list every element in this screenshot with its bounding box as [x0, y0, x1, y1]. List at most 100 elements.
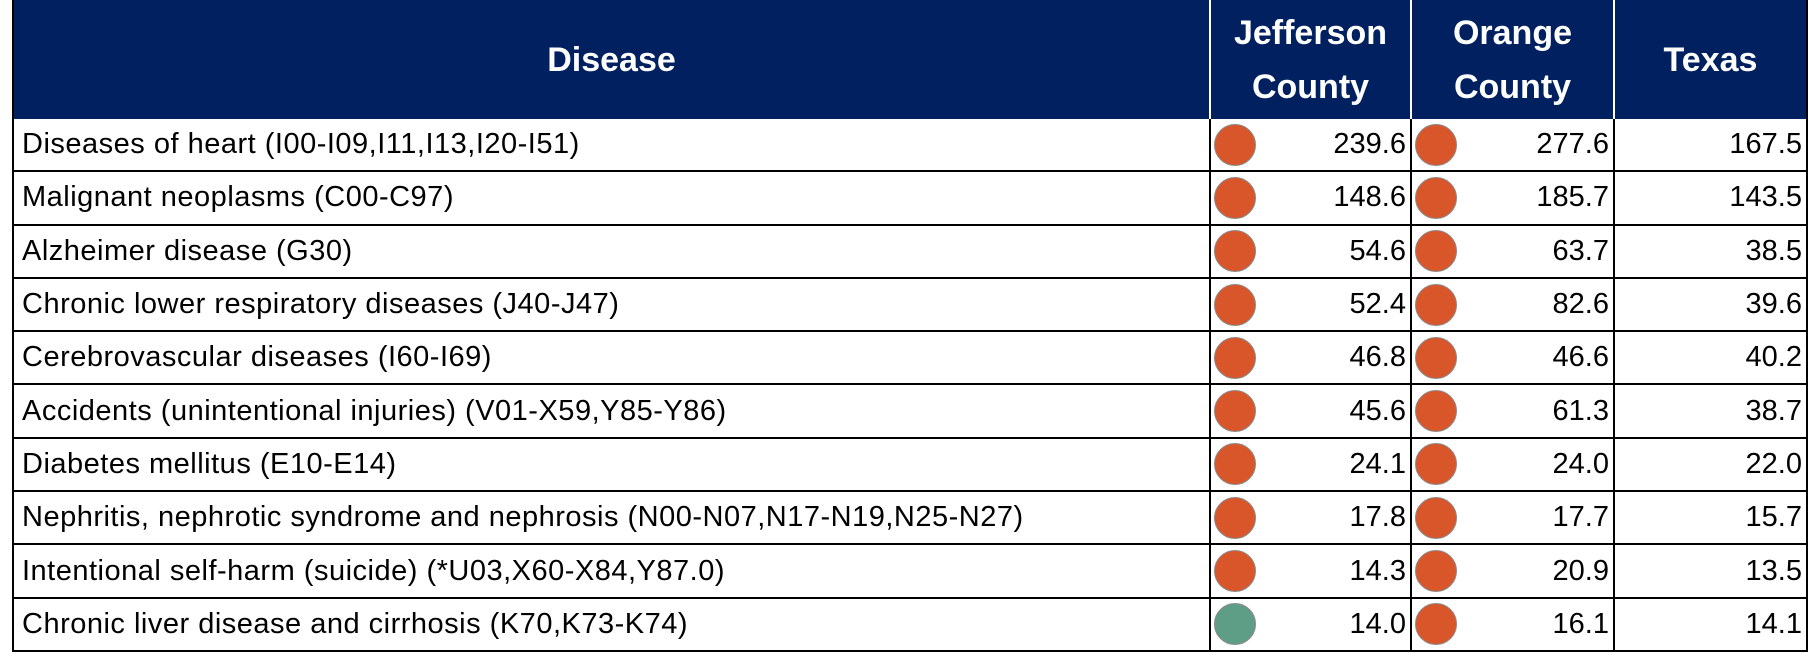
value-text: 14.0	[1349, 607, 1406, 640]
indicator-dot	[1214, 443, 1256, 486]
value-cell: 39.6	[1613, 278, 1806, 331]
indicator-dot	[1415, 603, 1457, 646]
value-cell: 277.6	[1410, 119, 1613, 171]
value-cell: 82.6	[1410, 278, 1613, 331]
value-cell: 20.9	[1410, 545, 1613, 597]
table-row: Intentional self-harm (suicide) (*U03,X6…	[14, 545, 1806, 599]
value-cell: 14.3	[1209, 545, 1410, 597]
value-cell: 14.0	[1209, 598, 1410, 650]
table-row: Chronic lower respiratory diseases (J40-…	[14, 278, 1806, 333]
table-row: Nephritis, nephrotic syndrome and nephro…	[14, 492, 1806, 546]
indicator-dot	[1214, 123, 1256, 166]
header-cell: Jefferson County	[1209, 0, 1410, 119]
disease-cell: Diseases of heart (I00-I09,I11,I13,I20-I…	[22, 128, 580, 161]
indicator-dot	[1415, 230, 1457, 273]
value-text: 63.7	[1552, 234, 1609, 267]
value-cell: 13.5	[1613, 545, 1806, 597]
indicator-dot	[1214, 390, 1256, 433]
value-cell: 185.7	[1410, 172, 1613, 224]
value-text: 148.6	[1333, 181, 1406, 214]
indicator-dot	[1415, 176, 1457, 219]
value-text: 39.6	[1745, 288, 1802, 321]
value-text: 52.4	[1349, 288, 1406, 321]
value-text: 24.0	[1552, 447, 1609, 480]
header-cell: Texas	[1613, 0, 1806, 119]
value-text: 17.8	[1349, 501, 1406, 534]
value-text: 14.3	[1349, 554, 1406, 587]
value-cell: 24.0	[1410, 438, 1613, 491]
indicator-dot	[1214, 550, 1256, 593]
value-cell: 45.6	[1209, 385, 1410, 437]
value-cell: 24.1	[1209, 438, 1410, 491]
disease-cell: Intentional self-harm (suicide) (*U03,X6…	[22, 554, 725, 587]
value-text: 38.5	[1745, 234, 1802, 267]
value-cell: 63.7	[1410, 225, 1613, 277]
value-cell: 15.7	[1613, 492, 1806, 544]
value-text: 22.0	[1745, 447, 1802, 480]
value-text: 185.7	[1536, 181, 1609, 214]
indicator-dot	[1214, 496, 1256, 539]
indicator-dot	[1415, 336, 1457, 379]
disease-cell: Diabetes mellitus (E10-E14)	[22, 447, 397, 480]
table-row: Diseases of heart (I00-I09,I11,I13,I20-I…	[14, 119, 1806, 173]
value-text: 82.6	[1552, 288, 1609, 321]
value-text: 277.6	[1536, 128, 1609, 161]
value-cell: 143.5	[1613, 172, 1806, 224]
disease-cell: Alzheimer disease (G30)	[22, 234, 353, 267]
table-row: Malignant neoplasms (C00-C97) 148.6 185.7 1…	[14, 172, 1806, 226]
header-cell: Orange County	[1410, 0, 1613, 119]
value-cell: 38.7	[1613, 385, 1806, 437]
indicator-dot	[1214, 230, 1256, 273]
value-cell: 52.4	[1209, 278, 1410, 331]
indicator-dot	[1415, 123, 1457, 166]
table-row: Accidents (unintentional injuries) (V01-…	[14, 385, 1806, 439]
disease-cell: Chronic lower respiratory diseases (J40-…	[22, 288, 620, 321]
value-text: 17.7	[1552, 501, 1609, 534]
mortality-table: Disease Jefferson County Orange County T…	[12, 0, 1808, 652]
value-text: 14.1	[1745, 607, 1802, 640]
header-cell: Disease	[547, 40, 676, 79]
indicator-dot	[1415, 443, 1457, 486]
value-text: 24.1	[1349, 447, 1406, 480]
value-cell: 40.2	[1613, 332, 1806, 384]
value-text: 239.6	[1333, 128, 1406, 161]
value-cell: 46.6	[1410, 332, 1613, 384]
value-text: 20.9	[1552, 554, 1609, 587]
value-text: 45.6	[1349, 394, 1406, 427]
value-text: 16.1	[1552, 607, 1609, 640]
value-cell: 38.5	[1613, 225, 1806, 277]
value-text: 143.5	[1729, 181, 1802, 214]
disease-cell: Malignant neoplasms (C00-C97)	[22, 181, 454, 214]
header-row: Disease Jefferson County Orange County T…	[14, 0, 1806, 119]
table-row: Chronic liver disease and cirrhosis (K70…	[14, 598, 1806, 652]
indicator-dot	[1214, 176, 1256, 219]
value-text: 61.3	[1552, 394, 1609, 427]
value-cell: 148.6	[1209, 172, 1410, 224]
indicator-dot	[1214, 283, 1256, 326]
table-row: Diabetes mellitus (E10-E14) 24.1 24.0 22.0	[14, 438, 1806, 493]
value-cell: 239.6	[1209, 119, 1410, 171]
indicator-dot	[1415, 496, 1457, 539]
value-cell: 46.8	[1209, 332, 1410, 384]
value-text: 46.6	[1552, 341, 1609, 374]
indicator-dot	[1415, 550, 1457, 593]
value-text: 167.5	[1729, 128, 1802, 161]
table-row: Cerebrovascular diseases (I60-I69) 46.8 46…	[14, 332, 1806, 386]
disease-cell: Nephritis, nephrotic syndrome and nephro…	[22, 501, 1024, 534]
indicator-dot	[1415, 283, 1457, 326]
value-cell: 17.7	[1410, 492, 1613, 544]
disease-cell: Chronic liver disease and cirrhosis (K70…	[22, 607, 689, 640]
disease-cell: Accidents (unintentional injuries) (V01-…	[22, 394, 727, 427]
value-cell: 17.8	[1209, 492, 1410, 544]
table-row: Alzheimer disease (G30) 54.6 63.7 38.5	[14, 225, 1806, 279]
indicator-dot	[1214, 336, 1256, 379]
value-cell: 61.3	[1410, 385, 1613, 437]
value-text: 15.7	[1745, 501, 1802, 534]
value-text: 40.2	[1745, 341, 1802, 374]
value-cell: 54.6	[1209, 225, 1410, 277]
indicator-dot	[1214, 603, 1256, 646]
value-cell: 14.1	[1613, 598, 1806, 650]
indicator-dot	[1415, 390, 1457, 433]
value-text: 13.5	[1745, 554, 1802, 587]
value-text: 38.7	[1745, 394, 1802, 427]
